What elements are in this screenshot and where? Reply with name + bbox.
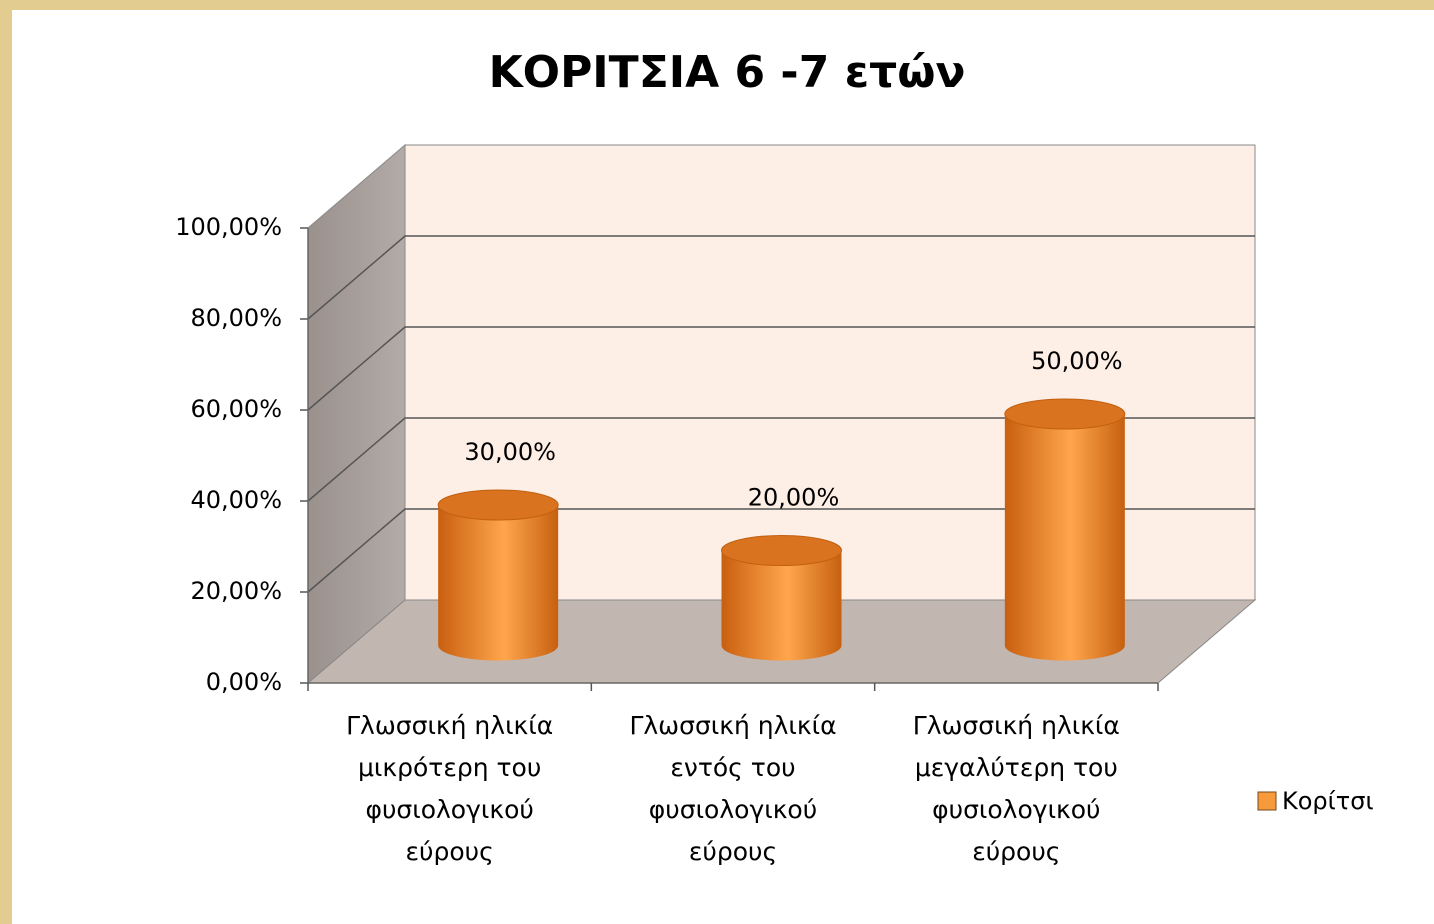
legend-swatch [1257, 791, 1277, 811]
y-tick-label: 20,00% [190, 577, 282, 605]
y-tick-label: 60,00% [190, 395, 282, 423]
y-tick-label: 80,00% [190, 304, 282, 332]
grid-line [307, 417, 1255, 502]
grid-line [307, 508, 1255, 593]
bar-top [721, 535, 842, 566]
data-label: 20,00% [748, 484, 840, 512]
x-tick-label: Γλωσσική ηλικία μεγαλύτερη του φυσιολογι… [912, 711, 1120, 866]
bar [1004, 414, 1125, 661]
bar [721, 550, 842, 661]
bar-top [1004, 398, 1126, 430]
bar-top [437, 489, 559, 521]
grid-line [307, 326, 1255, 411]
x-tick-label: Γλωσσική ηλικία εντός του φυσιολογικού ε… [629, 711, 837, 866]
y-tick-label: 100,00% [175, 213, 282, 241]
x-tick-label: Γλωσσική ηλικία μικρότερη του φυσιολογικ… [346, 711, 554, 866]
y-tick-label: 0,00% [206, 668, 282, 696]
chart-title: ΚΟΡΙΤΣΙΑ 6 -7 ετών [489, 47, 966, 98]
side-wall [307, 143, 406, 685]
y-tick-label: 40,00% [190, 486, 282, 514]
grid-line [307, 235, 1255, 320]
legend-label: Κορίτσι [1282, 787, 1374, 815]
data-label: 30,00% [464, 438, 556, 466]
data-label: 50,00% [1031, 347, 1123, 375]
bar [438, 505, 559, 661]
